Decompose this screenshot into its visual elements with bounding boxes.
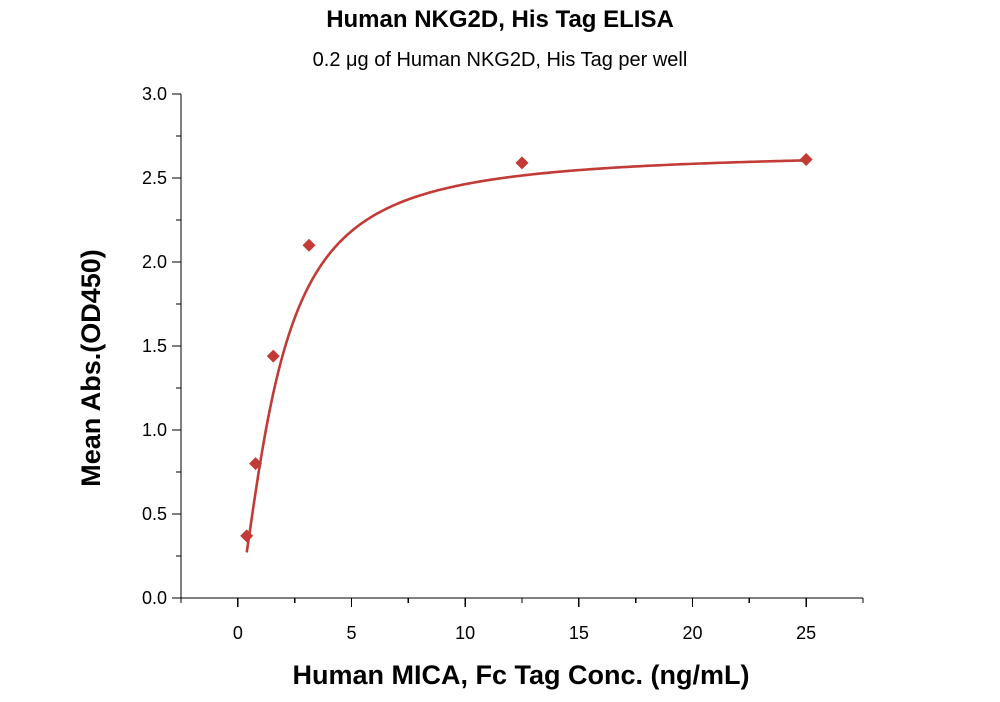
y-axis-label: Mean Abs.(OD450)	[76, 249, 106, 487]
x-tick-label: 5	[346, 623, 356, 643]
x-tick-label: 20	[682, 623, 702, 643]
x-tick-label: 25	[796, 623, 816, 643]
x-axis-label: Human MICA, Fc Tag Conc. (ng/mL)	[293, 660, 750, 690]
x-tick-label: 15	[569, 623, 589, 643]
y-tick-label: 1.0	[142, 420, 167, 440]
y-tick-label: 0.0	[142, 588, 167, 608]
data-point	[266, 349, 280, 363]
data-point	[240, 529, 254, 543]
fit-curve	[245, 159, 807, 553]
y-tick-label: 2.0	[142, 252, 167, 272]
data-point	[515, 156, 529, 170]
y-tick-label: 2.5	[142, 168, 167, 188]
y-tick-label: 0.5	[142, 504, 167, 524]
data-point	[799, 153, 813, 167]
fit-layer	[245, 159, 807, 553]
x-tick-label: 0	[233, 623, 243, 643]
x-tick-label: 10	[455, 623, 475, 643]
data-point	[249, 457, 263, 471]
data-point	[302, 238, 316, 252]
y-tick-label: 1.5	[142, 336, 167, 356]
axes: 0.0 0.5 1.0 1.5 2.0 2.5 3.0 0 5 10 15 20 25	[142, 84, 864, 643]
points-layer	[240, 153, 813, 543]
y-tick-label: 3.0	[142, 84, 167, 104]
chart-subtitle: 0.2 μg of Human NKG2D, His Tag per well	[312, 49, 688, 71]
chart-title: Human NKG2D, His Tag ELISA	[326, 6, 674, 33]
